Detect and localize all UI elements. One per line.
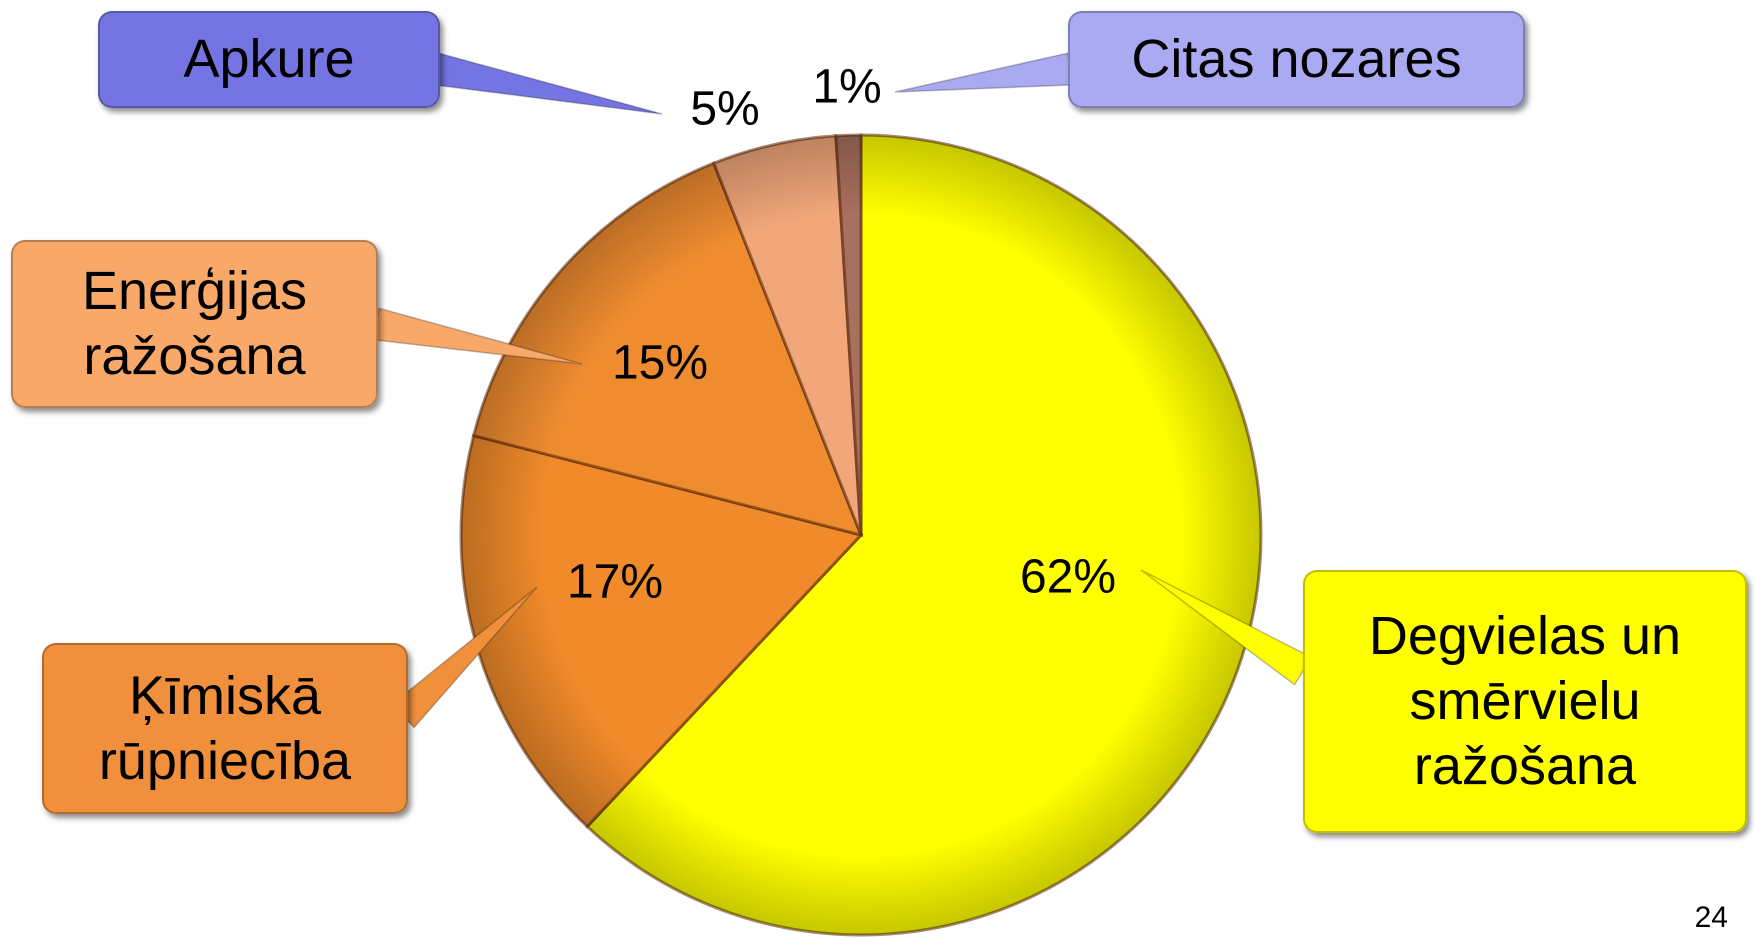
value-label: 17% [567, 556, 663, 609]
category-callout: Degvielas un smērvielu ražošana [1303, 570, 1747, 833]
category-callout: Enerģijas ražošana [11, 240, 378, 408]
category-callout: Citas nozares [1068, 11, 1525, 108]
category-callout: Apkure [98, 11, 440, 108]
page-number: 24 [1694, 901, 1728, 934]
value-label: 1% [812, 61, 881, 114]
value-label: 15% [612, 337, 708, 390]
value-label: 62% [1020, 551, 1116, 604]
callout-pointer [431, 52, 663, 115]
value-label: 5% [690, 83, 759, 136]
callout-pointer [894, 52, 1073, 93]
category-callout: Ķīmiskā rūpniecība [42, 643, 408, 814]
